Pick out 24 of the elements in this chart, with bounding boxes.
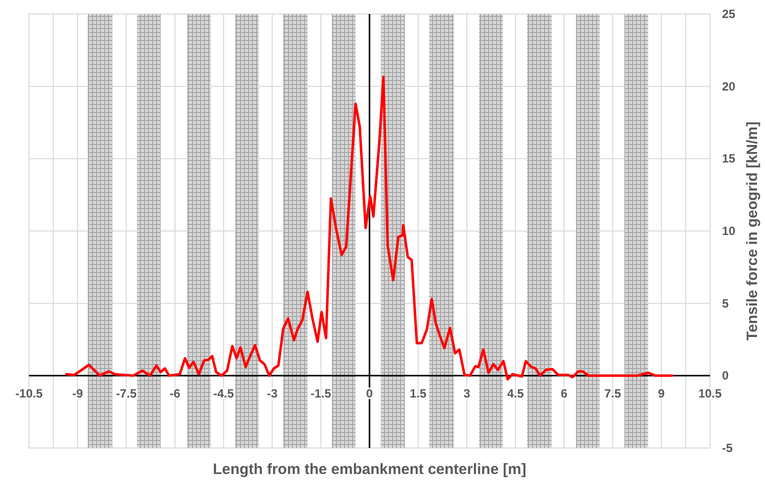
y-tick-label: 5 — [722, 296, 729, 310]
y-axis-title: Tensile force in geogrid [kN/m] — [744, 122, 761, 340]
x-tick-label: -6 — [170, 386, 181, 401]
x-tick-label: 9 — [658, 386, 666, 401]
x-tick-label: -10.5 — [15, 386, 43, 401]
x-tick-label: 3 — [463, 386, 470, 401]
x-tick-label: 10.5 — [698, 386, 722, 401]
y-tick-label: 20 — [722, 79, 736, 94]
line-series — [65, 76, 674, 381]
y-tick-label: 15 — [722, 152, 736, 166]
x-tick-label: 1.5 — [410, 386, 427, 401]
x-tick-label: -7.5 — [116, 386, 137, 401]
x-axis-title: Length from the embankment centerline [m] — [212, 461, 526, 478]
y-tick-label: -5 — [722, 441, 733, 455]
x-tick-label: -9 — [72, 386, 84, 401]
y-tick-label: 0 — [722, 368, 729, 383]
x-tick-label: -4.5 — [213, 386, 234, 401]
x-tick-label: -1.5 — [310, 386, 332, 401]
x-tick-label: 6 — [560, 386, 568, 401]
y-tick-label: 10 — [722, 224, 736, 238]
x-tick-label: -3 — [266, 386, 278, 401]
y-tick-label: 25 — [722, 7, 736, 21]
x-tick-label: 7.5 — [604, 386, 622, 401]
x-tick-label: 4.5 — [507, 386, 524, 401]
